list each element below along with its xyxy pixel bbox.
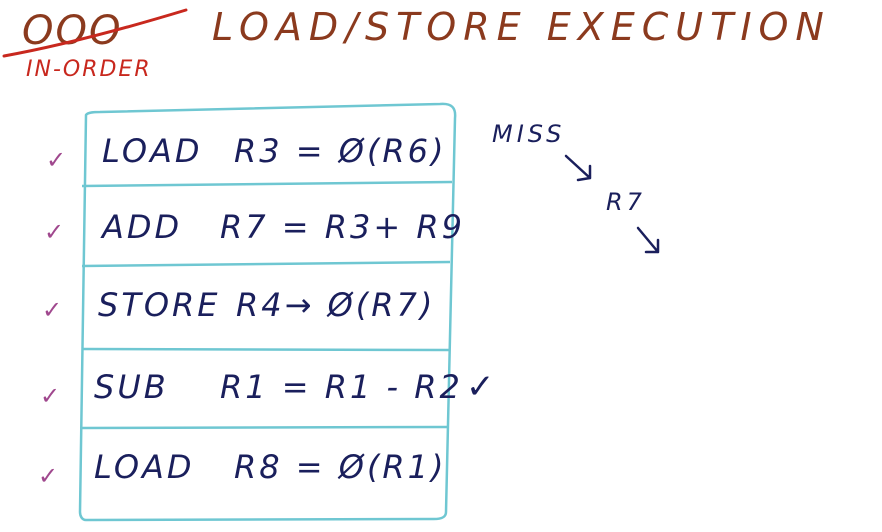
inorder-label: IN-ORDER (26, 57, 152, 82)
row-expression: R7 = R3+ R9 (220, 208, 465, 246)
row-opcode: ADD (100, 208, 182, 246)
table-row: ✓ LOAD R3 = Ø(R6) (46, 132, 447, 174)
row-check-icon: ✓ (40, 382, 60, 410)
row-check-icon: ✓ (44, 218, 64, 246)
row-divider (81, 260, 451, 268)
row-check-icon: ✓ (42, 296, 62, 324)
row-opcode: LOAD (94, 448, 195, 486)
page-title: LOAD/STORE EXECUTION (212, 5, 831, 49)
row-check-icon: ✓ (46, 146, 66, 174)
table-row: ✓ SUB R1 = R1 - R2 (40, 368, 463, 410)
ooo-label: OOO (22, 8, 122, 54)
ooo-heading: OOO (2, 8, 188, 58)
arrow-down-right-icon (636, 226, 660, 254)
row-opcode: LOAD (102, 132, 203, 170)
row-opcode: STORE (98, 286, 221, 324)
table-row: ✓ ADD R7 = R3+ R9 (44, 208, 465, 246)
register-label: R7 (606, 188, 646, 216)
row-divider (79, 425, 449, 430)
miss-label: MISS (492, 120, 565, 148)
row-expression: R1 = R1 - R2 (220, 368, 463, 406)
row-divider (81, 180, 453, 188)
row-check-icon: ✓ (38, 462, 58, 490)
sub-row-check-icon: ✓ (466, 367, 495, 407)
row-expression: R8 = Ø(R1) (234, 448, 447, 486)
row-expression: R4→ Ø(R7) (236, 286, 435, 324)
row-expression: R3 = Ø(R6) (234, 132, 447, 170)
table-border (78, 102, 457, 522)
instruction-table (78, 102, 457, 522)
row-opcode: SUB (94, 368, 169, 406)
table-row: ✓ STORE R4→ Ø(R7) (42, 286, 435, 324)
row-divider (81, 347, 450, 352)
table-row: ✓ LOAD R8 = Ø(R1) (38, 448, 447, 490)
arrow-down-right-icon (564, 154, 592, 182)
strike-through-line (2, 8, 188, 58)
miss-annotation: MISS R7 (492, 120, 660, 254)
